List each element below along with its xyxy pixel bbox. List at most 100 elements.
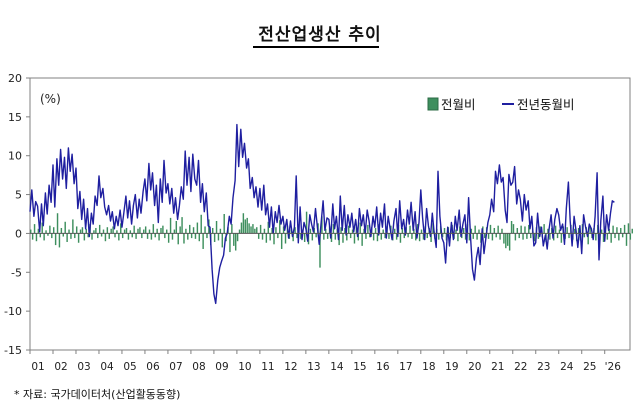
mom-bar bbox=[587, 233, 589, 245]
mom-bar bbox=[43, 233, 45, 241]
y-tick-label: 15 bbox=[8, 111, 22, 124]
mom-bar bbox=[102, 229, 105, 234]
mom-bar bbox=[313, 227, 315, 234]
mom-bar bbox=[217, 233, 220, 241]
mom-bar bbox=[470, 228, 473, 234]
mom-bar bbox=[190, 233, 193, 239]
mom-bar bbox=[167, 233, 170, 243]
mom-bar bbox=[420, 229, 423, 234]
x-tick-label: 16 bbox=[376, 361, 390, 373]
mom-bar bbox=[58, 233, 61, 248]
mom-bar bbox=[526, 233, 528, 239]
mom-bar bbox=[326, 233, 329, 239]
mom-bar bbox=[175, 220, 178, 234]
mom-bar bbox=[294, 227, 296, 234]
mom-bar bbox=[64, 221, 66, 234]
mom-bar bbox=[441, 233, 444, 238]
mom-bar bbox=[131, 233, 133, 238]
mom-bar bbox=[344, 227, 346, 234]
mom-bar bbox=[296, 233, 298, 239]
mom-bar bbox=[104, 233, 107, 242]
mom-bar bbox=[183, 233, 185, 244]
mom-bar bbox=[223, 214, 225, 234]
mom-bar bbox=[415, 233, 417, 241]
mom-bar bbox=[522, 233, 524, 240]
mom-bar bbox=[144, 226, 147, 234]
x-tick-label: 22 bbox=[514, 361, 527, 373]
mom-bar bbox=[162, 225, 164, 234]
mom-bar bbox=[319, 233, 321, 268]
mom-bar bbox=[66, 233, 68, 242]
y-tick-label: 5 bbox=[15, 189, 22, 202]
mom-bar bbox=[574, 228, 576, 234]
x-tick-label: 05 bbox=[123, 361, 136, 373]
mom-bar bbox=[403, 233, 405, 239]
mom-bar bbox=[114, 233, 116, 238]
mom-bar bbox=[528, 224, 530, 234]
mom-bar bbox=[215, 220, 218, 234]
mom-bar bbox=[238, 229, 241, 234]
mom-bar bbox=[192, 227, 195, 234]
mom-bar bbox=[629, 233, 632, 240]
mom-bar bbox=[282, 226, 285, 234]
mom-bar bbox=[558, 229, 561, 234]
mom-bar bbox=[445, 233, 448, 241]
mom-bar bbox=[365, 233, 367, 239]
x-tick-label: 03 bbox=[77, 361, 90, 373]
mom-bar bbox=[202, 233, 204, 249]
mom-bar bbox=[372, 233, 375, 241]
mom-bar bbox=[501, 228, 503, 234]
mom-bar bbox=[121, 233, 124, 239]
mom-bar bbox=[166, 229, 168, 234]
mom-bar bbox=[332, 224, 335, 234]
mom-bar bbox=[236, 233, 239, 242]
y-tick-label: -15 bbox=[4, 344, 22, 357]
mom-bar bbox=[407, 233, 409, 238]
mom-bar bbox=[334, 233, 337, 240]
mom-bar bbox=[68, 229, 70, 234]
mom-bar bbox=[273, 233, 275, 245]
mom-bar bbox=[346, 233, 348, 241]
mom-bar bbox=[171, 233, 174, 240]
mom-bar bbox=[512, 224, 515, 234]
mom-bar bbox=[137, 228, 139, 234]
mom-bar bbox=[41, 222, 43, 234]
page-title: 전산업생산 추이 bbox=[258, 25, 382, 45]
mom-bar bbox=[261, 233, 264, 240]
y-tick-label: -5 bbox=[11, 266, 22, 279]
mom-bar bbox=[110, 228, 112, 234]
title-underline bbox=[253, 46, 379, 48]
mom-bar bbox=[554, 225, 557, 234]
mom-bar bbox=[211, 227, 214, 234]
mom-bar bbox=[156, 228, 158, 234]
mom-bar bbox=[487, 233, 490, 239]
mom-bar bbox=[480, 233, 482, 243]
mom-bar bbox=[125, 227, 128, 234]
mom-bar bbox=[602, 233, 605, 242]
x-tick-label: 13 bbox=[307, 361, 320, 373]
x-tick-label: 01 bbox=[31, 361, 44, 373]
mom-bar bbox=[75, 226, 78, 234]
mom-bar bbox=[62, 233, 65, 237]
mom-bar bbox=[112, 226, 114, 234]
mom-bar bbox=[148, 229, 151, 234]
mom-bar bbox=[81, 227, 84, 234]
mom-bar bbox=[524, 226, 526, 234]
x-tick-label: 18 bbox=[422, 361, 435, 373]
mom-bar bbox=[91, 233, 93, 240]
mom-bar bbox=[189, 224, 191, 234]
mom-bar bbox=[577, 227, 580, 234]
x-tick-label: 10 bbox=[238, 361, 251, 373]
mom-bar bbox=[459, 226, 461, 234]
mom-bar bbox=[49, 225, 51, 234]
mom-bar bbox=[382, 229, 384, 234]
mom-bar bbox=[277, 233, 279, 239]
mom-bar bbox=[533, 233, 536, 242]
mom-bar bbox=[106, 227, 109, 234]
mom-bar bbox=[248, 223, 250, 234]
x-tick-label: 19 bbox=[445, 361, 458, 373]
mom-bar bbox=[98, 224, 101, 234]
mom-bar bbox=[219, 228, 222, 234]
mom-bar bbox=[380, 233, 383, 240]
mom-bar bbox=[393, 228, 396, 234]
